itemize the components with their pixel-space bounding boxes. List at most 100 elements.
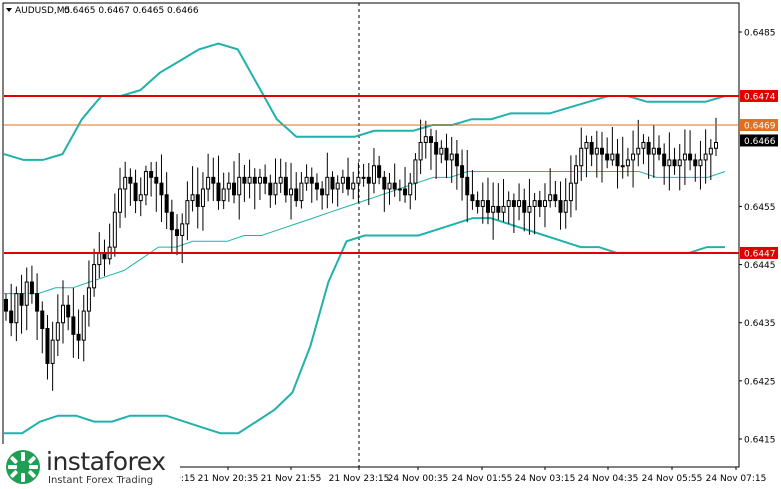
candle-body (480, 200, 485, 207)
candle-body (320, 188, 325, 196)
candle-body (268, 182, 273, 196)
candle-body (579, 147, 584, 167)
candle-body (206, 176, 211, 190)
candle-body (346, 176, 351, 190)
candle-body (76, 333, 81, 341)
candle (346, 157, 351, 196)
candle-body (123, 176, 128, 190)
candle-body (159, 182, 164, 196)
candle-body (164, 194, 169, 213)
candle (522, 188, 527, 232)
candle (294, 172, 299, 207)
candle-body (558, 200, 563, 213)
candle-body (237, 176, 242, 196)
candle (527, 178, 532, 235)
ohlc-readout: 0.6465 0.6467 0.6465 0.6466 (64, 6, 199, 16)
candle (506, 191, 511, 224)
candle (335, 175, 340, 207)
candle-body (97, 252, 102, 266)
candle-body (289, 188, 294, 196)
candle (625, 147, 630, 177)
candle-body (589, 141, 594, 155)
candle (423, 120, 428, 159)
candle-body (506, 200, 511, 207)
candle (45, 315, 50, 380)
candle-body (190, 194, 195, 202)
price-tick-label: 0.6445 (744, 261, 776, 271)
candle (656, 135, 661, 161)
candle-body (651, 147, 656, 155)
candle-body (9, 310, 14, 324)
level-tag (740, 89, 778, 102)
candle-body (50, 339, 55, 364)
candle (330, 171, 335, 204)
candle (143, 165, 148, 206)
dropdown-arrow-icon[interactable] (6, 8, 12, 12)
candle-body (698, 159, 703, 167)
candle (128, 168, 133, 206)
candle (449, 137, 454, 183)
candle (356, 162, 361, 203)
price-tick-label: 0.6485 (744, 29, 776, 39)
candle-body (491, 205, 496, 213)
candle (149, 161, 154, 197)
candle-body (423, 136, 428, 143)
candle-body (470, 194, 475, 202)
middle-band-line (4, 171, 726, 295)
symbol-label: AUDUSD,M5 (15, 6, 70, 16)
candle (548, 168, 553, 208)
candle-body (35, 293, 40, 312)
candle-body (682, 153, 687, 161)
candle (40, 301, 45, 354)
candle-body (501, 205, 506, 213)
candle (693, 153, 698, 182)
candle (708, 139, 713, 181)
time-tick-label: 24 Nov 01:55 (452, 474, 513, 484)
candle (76, 309, 81, 359)
candle (636, 119, 641, 167)
candle-body (465, 176, 470, 196)
candle (599, 131, 604, 183)
candle (273, 158, 278, 205)
candle-body (128, 176, 133, 184)
candle (325, 152, 330, 209)
candle-body (278, 176, 283, 184)
logo-brand-text: instaforex (46, 447, 166, 476)
candle-body (662, 153, 667, 167)
candle (439, 140, 444, 164)
candle-body (169, 211, 174, 231)
candle-body (40, 310, 45, 330)
candle (180, 213, 185, 264)
candle-body (55, 322, 60, 341)
candle (615, 138, 620, 189)
candle-body (636, 147, 641, 155)
candle-body (625, 159, 630, 167)
instaforex-logo-icon (6, 450, 40, 484)
candle-body (620, 165, 625, 168)
candle-body (428, 136, 433, 143)
candle-body (335, 182, 340, 190)
candle (589, 135, 594, 167)
price-tick-label: 0.6435 (744, 319, 776, 329)
candle-body (672, 159, 677, 167)
candle (50, 321, 55, 391)
time-tick-label: 24 Nov 00:35 (388, 474, 449, 484)
candle-body (195, 194, 200, 207)
candle (237, 153, 242, 220)
horizontal-levels[interactable]: 0.6474 0.6469 0.6447 0.6466 (4, 89, 778, 259)
price-tick-label: 0.6455 (744, 203, 776, 213)
candle-body (351, 182, 356, 190)
candle-body (299, 182, 304, 202)
candle (263, 164, 268, 195)
candle-body (392, 182, 397, 190)
candle (24, 267, 29, 331)
candle-body (242, 176, 247, 184)
candle (574, 155, 579, 211)
price-axis: 0.6485 0.6455 0.6445 0.6435 0.6425 0.6415 (739, 29, 776, 446)
candle-body (714, 141, 718, 149)
time-tick-label: 21 Nov 23:15 (329, 474, 390, 484)
candle (620, 136, 625, 179)
candle-body (149, 171, 154, 178)
